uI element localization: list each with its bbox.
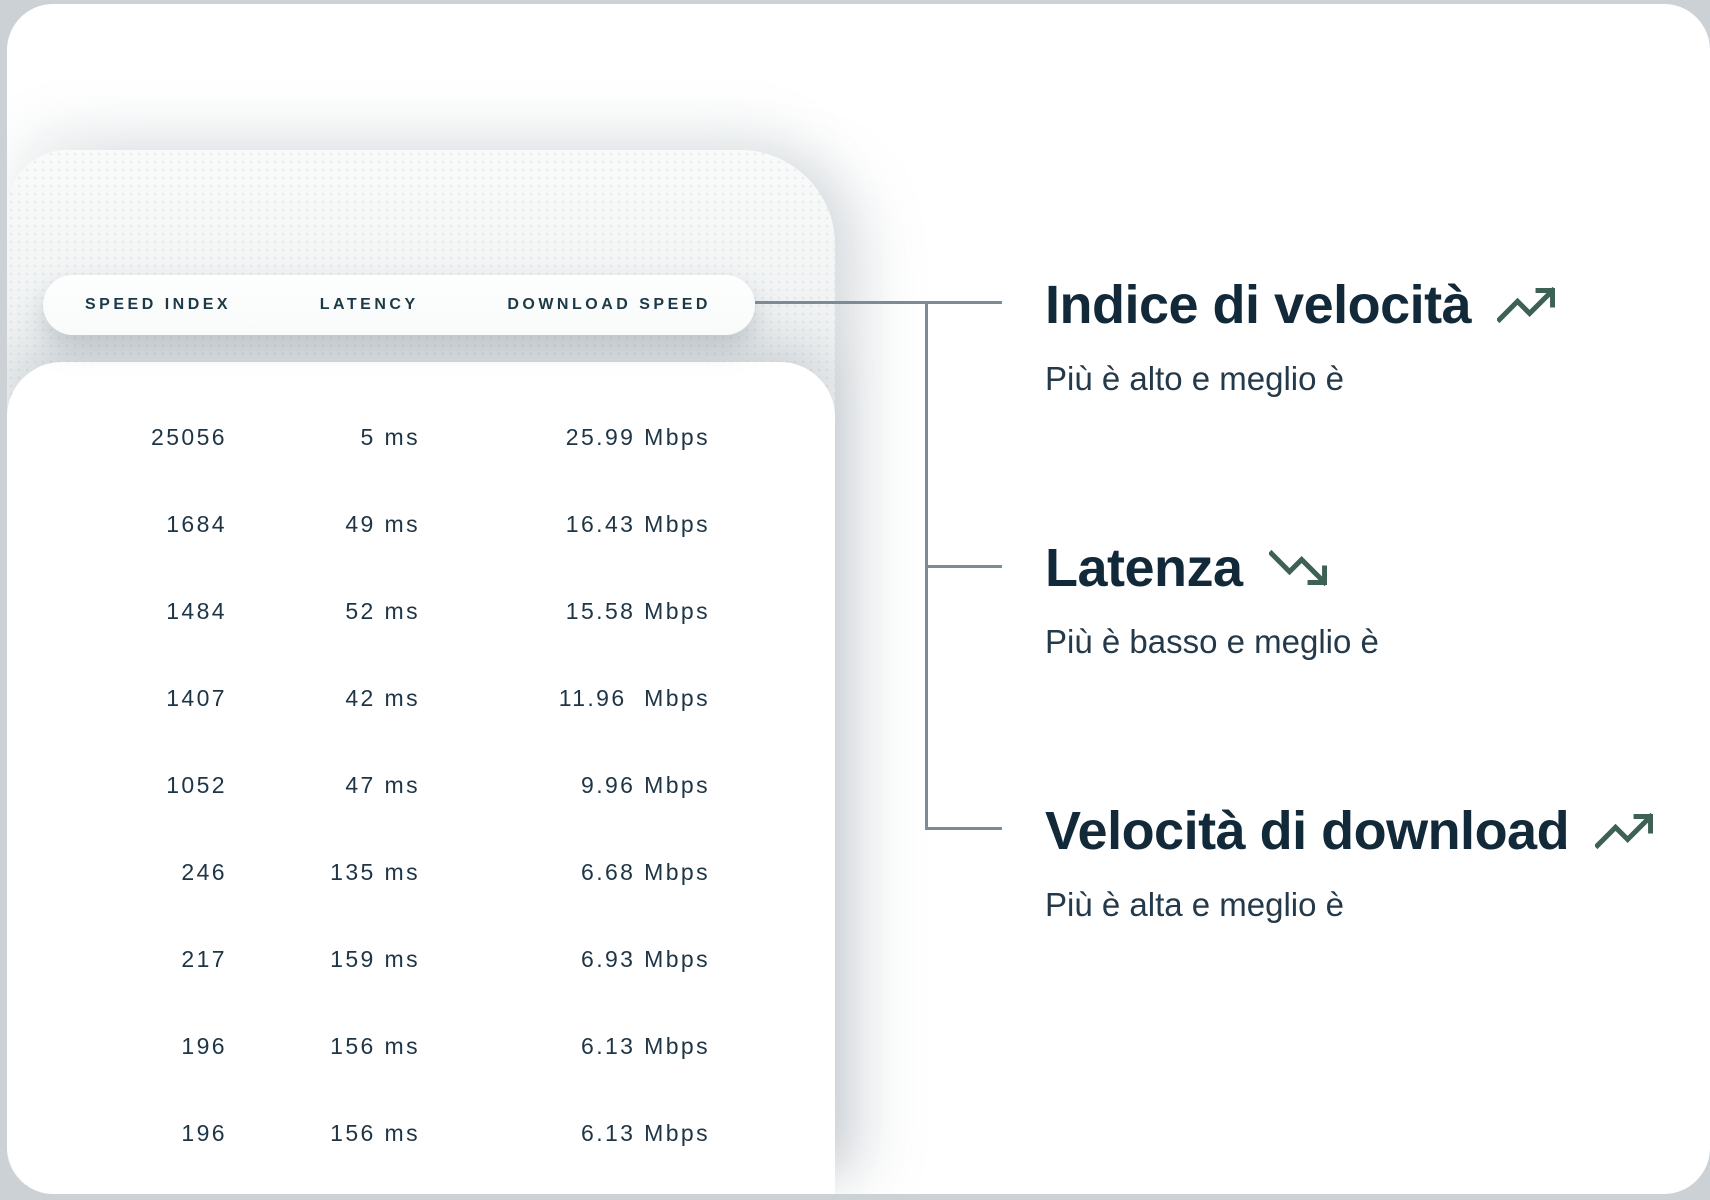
download-cell: 9.96 Mbps xyxy=(581,772,710,798)
connector-line-bottom xyxy=(925,827,1002,830)
download-cell: 16.43 Mbps xyxy=(565,511,710,537)
speed-index-cell: 246 xyxy=(181,859,227,885)
table-row: 1484 52 ms 15.58 Mbps xyxy=(7,568,835,655)
note-subtitle: Più è alta e meglio è xyxy=(1045,886,1345,923)
note-download-speed: Velocità di download Più è alta e meglio… xyxy=(1045,801,1654,926)
speed-index-cell: 1684 xyxy=(166,511,227,537)
download-cell: 15.58 Mbps xyxy=(565,598,710,624)
speed-index-cell: 217 xyxy=(181,946,227,972)
note-title: Velocità di download xyxy=(1045,801,1570,861)
header-download-speed: DOWNLOAD SPEED xyxy=(507,296,711,313)
trend-down-icon xyxy=(1268,549,1327,587)
speed-index-cell: 25056 xyxy=(151,424,227,450)
table-row: 246 135 ms 6.68 Mbps xyxy=(7,829,835,916)
latency-cell: 156 ms xyxy=(330,1120,420,1146)
note-subtitle: Più è basso e meglio è xyxy=(1045,623,1379,660)
download-cell: 25.99 Mbps xyxy=(565,424,710,450)
table-row: 1684 49 ms 16.43 Mbps xyxy=(7,481,835,568)
download-cell: 6.68 Mbps xyxy=(581,859,710,885)
table-rows: 25056 5 ms 25.99 Mbps 1684 49 ms 16.43 Mbps 14… xyxy=(7,362,835,1177)
table-card xyxy=(7,362,835,1194)
note-title: Latenza xyxy=(1045,538,1243,598)
table-row: 1052 47 ms 9.96 Mbps xyxy=(7,742,835,829)
note-subtitle: Più è alto e meglio è xyxy=(1045,360,1345,397)
latency-cell: 5 ms xyxy=(360,424,420,450)
note-latency: Latenza Più è basso e meglio è xyxy=(1045,539,1379,663)
header-latency: LATENCY xyxy=(319,296,419,313)
connector-line-middle xyxy=(925,565,1002,568)
speed-index-cell: 1484 xyxy=(166,598,227,624)
table-row: 25056 5 ms 25.99 Mbps xyxy=(7,394,835,481)
download-cell: 11.96 Mbps xyxy=(558,685,710,711)
note-title: Indice di velocità xyxy=(1045,275,1472,335)
connector-line-top xyxy=(755,301,1002,304)
latency-cell: 42 ms xyxy=(345,685,420,711)
speed-index-cell: 196 xyxy=(181,1033,227,1059)
latency-cell: 47 ms xyxy=(345,772,420,798)
latency-cell: 52 ms xyxy=(345,598,420,624)
trend-up-icon xyxy=(1595,812,1654,850)
latency-cell: 49 ms xyxy=(345,511,420,537)
speed-index-cell: 1052 xyxy=(166,772,227,798)
page-card: SPEED INDEX LATENCY DOWNLOAD SPEED 25056… xyxy=(7,4,1710,1194)
table-row: 217 159 ms 6.93 Mbps xyxy=(7,916,835,1003)
speed-index-cell: 1407 xyxy=(166,685,227,711)
table-row: 196 156 ms 6.13 Mbps xyxy=(7,1090,835,1177)
download-cell: 6.93 Mbps xyxy=(581,946,710,972)
table-row: 196 156 ms 6.13 Mbps xyxy=(7,1003,835,1090)
header-speed-index: SPEED INDEX xyxy=(85,296,232,313)
stage: SPEED INDEX LATENCY DOWNLOAD SPEED 25056… xyxy=(7,4,1710,1194)
speed-index-cell: 196 xyxy=(181,1120,227,1146)
latency-cell: 159 ms xyxy=(330,946,420,972)
download-cell: 6.13 Mbps xyxy=(581,1033,710,1059)
latency-cell: 156 ms xyxy=(330,1033,420,1059)
latency-cell: 135 ms xyxy=(330,859,420,885)
trend-up-icon xyxy=(1497,286,1556,324)
table-row: 1407 42 ms 11.96 Mbps xyxy=(7,655,835,742)
download-cell: 6.13 Mbps xyxy=(581,1120,710,1146)
table-header-pill: SPEED INDEX LATENCY DOWNLOAD SPEED xyxy=(43,275,755,335)
note-speed-index: Indice di velocità Più è alto e meglio è xyxy=(1045,275,1556,400)
